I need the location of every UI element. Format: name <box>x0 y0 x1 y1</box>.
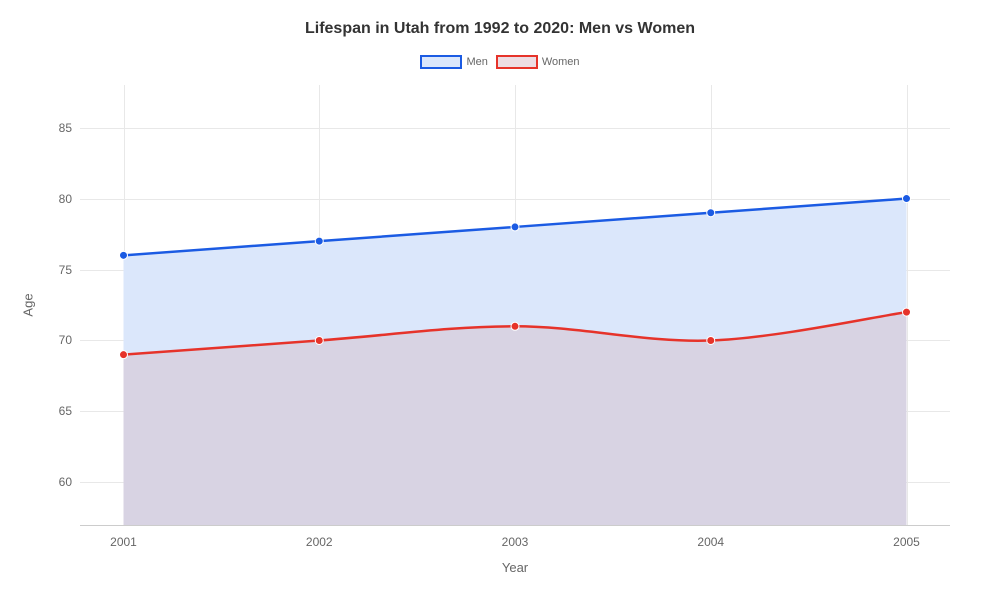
data-point[interactable] <box>511 322 519 330</box>
x-axis-title: Year <box>502 560 528 575</box>
data-point[interactable] <box>903 195 911 203</box>
legend-label-men: Men <box>466 56 487 68</box>
data-point[interactable] <box>120 351 128 359</box>
x-tick-label: 2001 <box>110 535 137 549</box>
y-tick-label: 85 <box>42 121 72 135</box>
data-point[interactable] <box>707 209 715 217</box>
plot-area: 60657075808520012002200320042005 <box>80 85 950 525</box>
y-tick-label: 75 <box>42 263 72 277</box>
lifespan-chart: Lifespan in Utah from 1992 to 2020: Men … <box>0 0 1000 600</box>
legend-item-women[interactable]: Women <box>496 55 580 69</box>
y-tick-label: 80 <box>42 192 72 206</box>
legend-swatch-men <box>420 55 462 69</box>
x-axis-line <box>80 525 950 526</box>
series-svg <box>80 85 950 525</box>
legend-swatch-women <box>496 55 538 69</box>
data-point[interactable] <box>707 336 715 344</box>
data-point[interactable] <box>903 308 911 316</box>
data-point[interactable] <box>511 223 519 231</box>
y-tick-label: 70 <box>42 333 72 347</box>
y-tick-label: 60 <box>42 475 72 489</box>
legend-item-men[interactable]: Men <box>420 55 487 69</box>
data-point[interactable] <box>315 237 323 245</box>
chart-title: Lifespan in Utah from 1992 to 2020: Men … <box>0 20 1000 38</box>
y-tick-label: 65 <box>42 404 72 418</box>
y-axis-title: Age <box>21 293 36 316</box>
data-point[interactable] <box>120 251 128 259</box>
x-tick-label: 2002 <box>306 535 333 549</box>
x-tick-label: 2005 <box>893 535 920 549</box>
x-tick-label: 2003 <box>502 535 529 549</box>
x-tick-label: 2004 <box>697 535 724 549</box>
legend: Men Women <box>0 55 1000 69</box>
data-point[interactable] <box>315 336 323 344</box>
legend-label-women: Women <box>542 56 580 68</box>
